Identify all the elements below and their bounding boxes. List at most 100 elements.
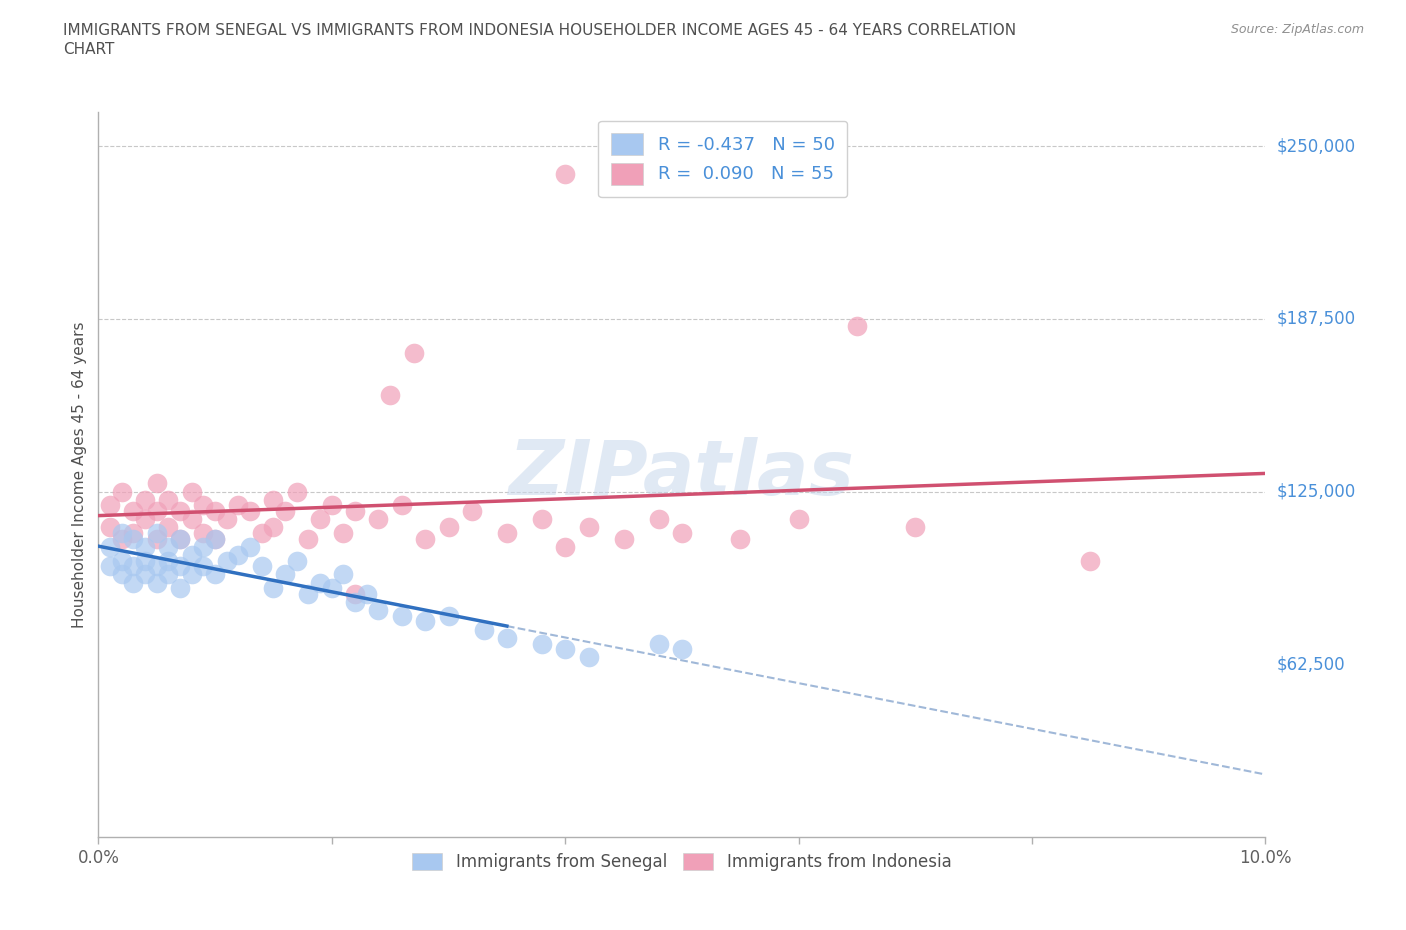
Point	[1080, 553, 1102, 568]
Text: Source: ZipAtlas.com: Source: ZipAtlas.com	[1230, 23, 1364, 36]
Point	[846, 318, 869, 333]
Text: $125,000: $125,000	[1277, 483, 1355, 500]
Point	[309, 512, 332, 526]
Legend: Immigrants from Senegal, Immigrants from Indonesia: Immigrants from Senegal, Immigrants from…	[404, 844, 960, 880]
Point	[122, 525, 145, 540]
Point	[344, 503, 367, 518]
Point	[180, 567, 202, 582]
Point	[111, 531, 134, 546]
Point	[157, 567, 180, 582]
Point	[98, 539, 121, 554]
Point	[496, 525, 519, 540]
Point	[228, 498, 250, 512]
Point	[169, 503, 191, 518]
Point	[204, 531, 226, 546]
Point	[169, 531, 191, 546]
Point	[530, 636, 553, 651]
Point	[98, 520, 121, 535]
Point	[285, 485, 308, 499]
Point	[98, 559, 121, 574]
Point	[146, 503, 169, 518]
Point	[146, 531, 169, 546]
Point	[344, 594, 367, 609]
Text: CHART: CHART	[63, 42, 115, 57]
Point	[239, 503, 262, 518]
Point	[193, 498, 215, 512]
Text: $62,500: $62,500	[1277, 656, 1346, 673]
Point	[530, 512, 553, 526]
Point	[122, 559, 145, 574]
Point	[578, 520, 600, 535]
Point	[215, 553, 238, 568]
Point	[380, 388, 402, 403]
Point	[134, 553, 156, 568]
Point	[134, 512, 156, 526]
Point	[169, 559, 191, 574]
Point	[391, 498, 413, 512]
Point	[122, 576, 145, 591]
Point	[671, 642, 693, 657]
Point	[321, 498, 343, 512]
Point	[146, 559, 169, 574]
Point	[169, 531, 191, 546]
Point	[274, 503, 297, 518]
Point	[146, 476, 169, 491]
Point	[332, 525, 354, 540]
Point	[321, 581, 343, 596]
Point	[332, 567, 354, 582]
Point	[134, 539, 156, 554]
Point	[134, 567, 156, 582]
Point	[612, 531, 634, 546]
Point	[671, 525, 693, 540]
Point	[285, 553, 308, 568]
Text: ZIPatlas: ZIPatlas	[509, 437, 855, 512]
Point	[228, 548, 250, 563]
Point	[134, 492, 156, 507]
Point	[344, 587, 367, 602]
Point	[391, 608, 413, 623]
Point	[554, 539, 576, 554]
Point	[204, 531, 226, 546]
Point	[402, 346, 425, 361]
Point	[496, 631, 519, 645]
Point	[157, 492, 180, 507]
Point	[787, 512, 810, 526]
Point	[111, 525, 134, 540]
Point	[262, 581, 284, 596]
Point	[215, 512, 238, 526]
Point	[180, 548, 202, 563]
Point	[122, 531, 145, 546]
Point	[472, 622, 495, 637]
Point	[730, 531, 752, 546]
Point	[111, 553, 134, 568]
Point	[146, 576, 169, 591]
Point	[578, 650, 600, 665]
Point	[274, 567, 297, 582]
Point	[309, 576, 332, 591]
Point	[356, 587, 378, 602]
Point	[904, 520, 927, 535]
Point	[554, 166, 576, 181]
Point	[647, 636, 669, 651]
Y-axis label: Householder Income Ages 45 - 64 years: Householder Income Ages 45 - 64 years	[72, 321, 87, 628]
Point	[262, 520, 284, 535]
Point	[204, 567, 226, 582]
Point	[413, 531, 436, 546]
Point	[554, 642, 576, 657]
Point	[297, 587, 319, 602]
Point	[193, 539, 215, 554]
Point	[180, 485, 202, 499]
Point	[437, 608, 460, 623]
Point	[367, 603, 389, 618]
Point	[169, 581, 191, 596]
Point	[250, 559, 273, 574]
Point	[204, 503, 226, 518]
Point	[193, 525, 215, 540]
Point	[367, 512, 389, 526]
Point	[461, 503, 484, 518]
Point	[157, 520, 180, 535]
Point	[98, 498, 121, 512]
Point	[157, 553, 180, 568]
Point	[297, 531, 319, 546]
Point	[250, 525, 273, 540]
